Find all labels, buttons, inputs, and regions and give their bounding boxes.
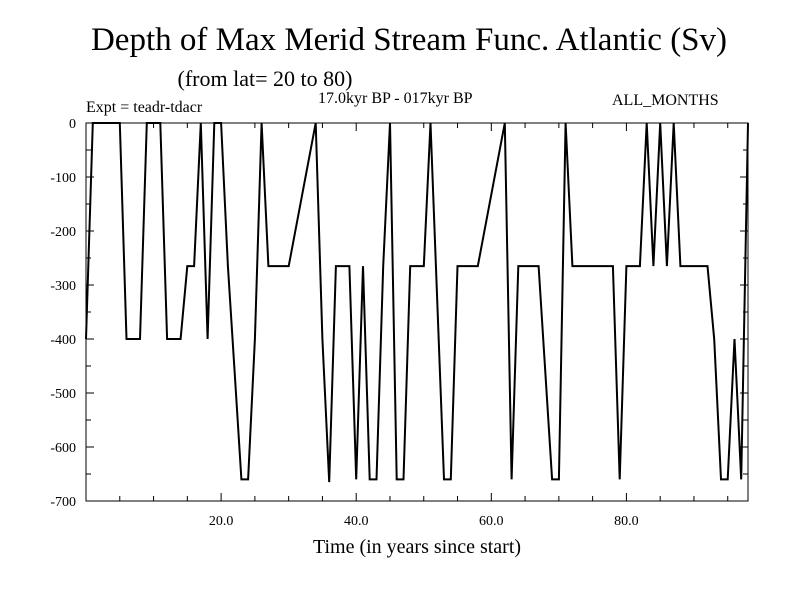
x-tick-label: 60.0 bbox=[479, 514, 504, 529]
y-tick-label: 0 bbox=[69, 117, 76, 132]
y-tick-label: -100 bbox=[50, 171, 76, 186]
series-line bbox=[85, 122, 749, 483]
x-axis-label: Time (in years since start) bbox=[312, 536, 522, 558]
y-tick-label: -300 bbox=[50, 279, 76, 294]
months-label: ALL_MONTHS bbox=[612, 92, 719, 109]
experiment-label: Expt = teadr-tdacr bbox=[86, 99, 203, 116]
y-tick-label: -700 bbox=[50, 495, 76, 510]
x-tick-label: 40.0 bbox=[344, 514, 369, 529]
chart-title: Depth of Max Merid Stream Func. Atlantic… bbox=[90, 22, 728, 58]
y-tick-label: -200 bbox=[50, 225, 76, 240]
y-tick-label: -600 bbox=[50, 441, 76, 456]
y-tick-label: -400 bbox=[50, 333, 76, 348]
period-label: 17.0kyr BP - 017kyr BP bbox=[318, 90, 473, 107]
chart-subtitle: (from lat= 20 to 80) bbox=[177, 66, 353, 91]
x-tick-label: 20.0 bbox=[209, 514, 234, 529]
x-tick-label: 80.0 bbox=[614, 514, 639, 529]
y-tick-label: -500 bbox=[50, 387, 76, 402]
